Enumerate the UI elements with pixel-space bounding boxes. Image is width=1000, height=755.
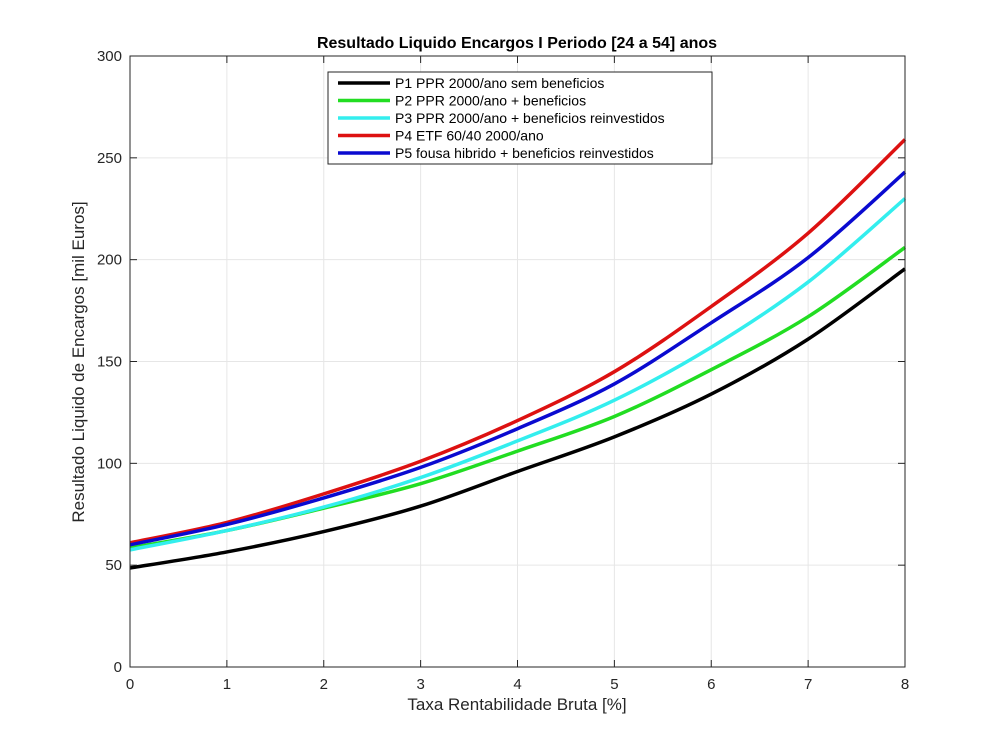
y-tick-label: 150 — [97, 354, 122, 371]
x-tick-label: 7 — [804, 676, 812, 693]
x-tick-label: 8 — [901, 676, 909, 693]
x-tick-label: 2 — [320, 676, 328, 693]
y-tick-label: 300 — [97, 48, 122, 65]
legend-entry: P1 PPR 2000/ano sem beneficios — [395, 75, 604, 91]
y-tick-label: 100 — [97, 455, 122, 472]
x-tick-label: 3 — [416, 676, 424, 693]
y-tick-label: 250 — [97, 150, 122, 167]
legend-entry: P3 PPR 2000/ano + beneficios reinvestido… — [395, 110, 665, 126]
x-axis-label: Taxa Rentabilidade Bruta [%] — [407, 695, 626, 714]
x-tick-label: 1 — [223, 676, 231, 693]
y-axis-label: Resultado Liquido de Encargos [mil Euros… — [69, 201, 88, 522]
x-tick-label: 4 — [513, 676, 521, 693]
series-line-p1 — [129, 267, 907, 570]
y-tick-label: 200 — [97, 252, 122, 269]
series-line-p4 — [129, 138, 907, 545]
legend-entry: P4 ETF 60/40 2000/ano — [395, 128, 544, 144]
x-tick-label: 6 — [707, 676, 715, 693]
y-tick-label: 50 — [105, 557, 122, 574]
x-tick-label: 5 — [610, 676, 618, 693]
series-line-p5 — [129, 170, 907, 547]
legend-entry: P5 fousa hibrido + beneficios reinvestid… — [395, 145, 654, 161]
chart-title: Resultado Liquido Encargos I Periodo [24… — [317, 35, 717, 52]
y-tick-label: 0 — [114, 659, 122, 676]
legend-entry: P2 PPR 2000/ano + beneficios — [395, 93, 586, 109]
series-line-p3 — [129, 197, 907, 552]
legend-box — [327, 71, 713, 165]
x-tick-label: 0 — [126, 676, 134, 693]
legend: P1 PPR 2000/ano sem beneficios P2 PPR 200… — [327, 71, 713, 165]
